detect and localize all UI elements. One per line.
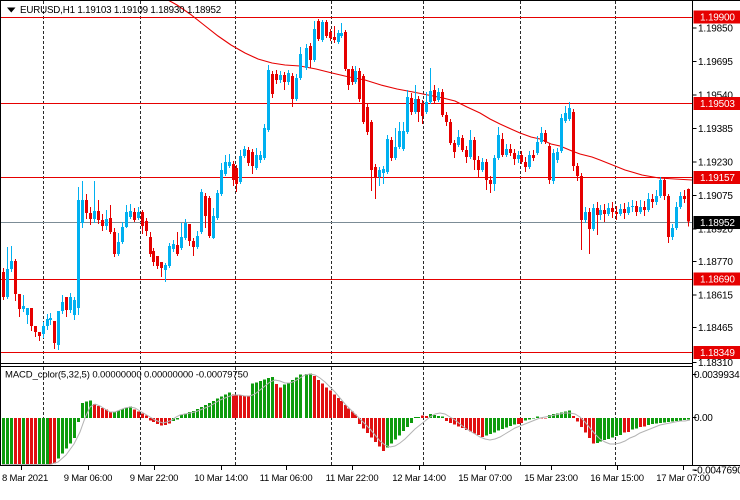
svg-text:12 Mar 14:00: 12 Mar 14:00 — [392, 473, 446, 484]
svg-text:1.19540: 1.19540 — [698, 91, 733, 102]
svg-text:0.00: 0.00 — [694, 413, 713, 424]
svg-text:1.18920: 1.18920 — [698, 225, 733, 236]
svg-text:1.19157: 1.19157 — [700, 173, 735, 184]
svg-text:1.19900: 1.19900 — [700, 13, 735, 24]
svg-text:15 Mar 07:00: 15 Mar 07:00 — [458, 473, 512, 484]
svg-text:16 Mar 15:00: 16 Mar 15:00 — [590, 473, 644, 484]
svg-text:9 Mar 06:00: 9 Mar 06:00 — [64, 473, 113, 484]
svg-text:1.19385: 1.19385 — [698, 124, 733, 135]
svg-text:1.18615: 1.18615 — [698, 291, 733, 302]
svg-text:1.19075: 1.19075 — [698, 191, 733, 202]
svg-text:1.18465: 1.18465 — [698, 323, 733, 334]
svg-text:15 Mar 23:00: 15 Mar 23:00 — [524, 473, 578, 484]
svg-text:EURUSD,H1 1.19103 1.19109 1.1: EURUSD,H1 1.19103 1.19109 1.18930 1.1895… — [20, 5, 221, 16]
svg-text:11 Mar 06:00: 11 Mar 06:00 — [260, 473, 313, 484]
svg-text:0.0039934: 0.0039934 — [694, 370, 740, 381]
svg-text:1.19503: 1.19503 — [700, 99, 735, 110]
svg-text:1.18310: 1.18310 — [698, 358, 733, 369]
svg-text:1.18952: 1.18952 — [700, 218, 735, 229]
svg-text:11 Mar 22:00: 11 Mar 22:00 — [326, 473, 379, 484]
svg-text:1.19230: 1.19230 — [698, 158, 733, 169]
svg-text:17 Mar 07:00: 17 Mar 07:00 — [656, 473, 710, 484]
svg-text:9 Mar 22:00: 9 Mar 22:00 — [130, 473, 179, 484]
svg-text:1.18690: 1.18690 — [700, 275, 735, 286]
svg-text:1.19850: 1.19850 — [698, 24, 733, 35]
svg-text:MACD_color(5,32,5) 0.00000000: MACD_color(5,32,5) 0.00000000 0.00000000… — [5, 370, 248, 381]
svg-text:8 Mar 2021: 8 Mar 2021 — [2, 473, 48, 484]
svg-text:-0.0047690: -0.0047690 — [694, 466, 740, 477]
svg-text:1.18349: 1.18349 — [700, 348, 735, 359]
svg-text:1.19695: 1.19695 — [698, 57, 733, 68]
svg-text:10 Mar 14:00: 10 Mar 14:00 — [194, 473, 248, 484]
svg-text:1.18770: 1.18770 — [698, 257, 733, 268]
